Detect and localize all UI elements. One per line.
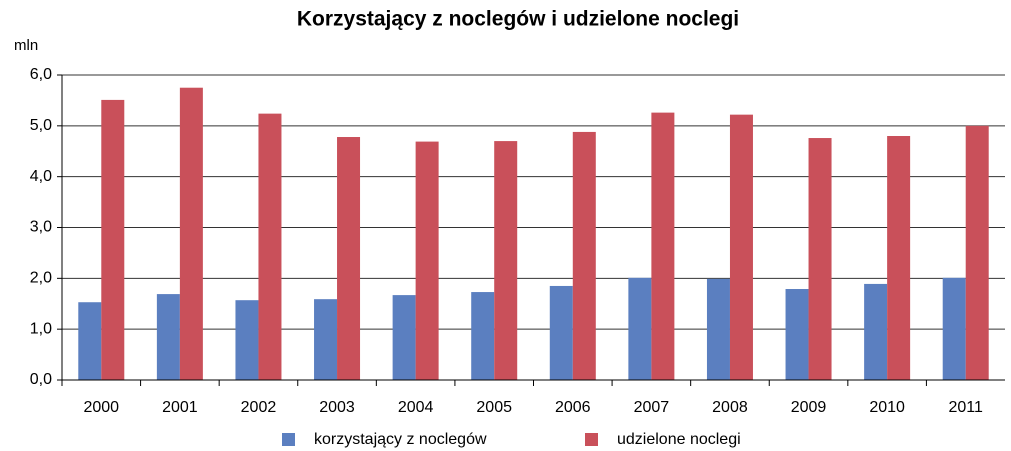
legend-swatch xyxy=(282,433,295,446)
bar xyxy=(156,294,180,380)
y-tick-label: 3,0 xyxy=(30,219,52,236)
y-tick-label: 1,0 xyxy=(30,320,52,337)
bar xyxy=(729,114,753,381)
x-tick-label: 2005 xyxy=(476,399,512,416)
bar xyxy=(628,277,652,380)
y-tick-label: 5,0 xyxy=(30,117,52,134)
y-tick-label: 2,0 xyxy=(30,270,52,287)
bar xyxy=(314,299,338,380)
bar xyxy=(258,113,282,380)
bar xyxy=(179,87,203,380)
bar xyxy=(965,125,989,380)
bar xyxy=(864,283,888,380)
bar xyxy=(494,141,518,380)
y-unit: mln xyxy=(14,37,38,54)
x-tick-label: 2011 xyxy=(949,399,984,416)
x-tick-label: 2004 xyxy=(398,399,434,416)
bar xyxy=(549,285,573,380)
bar xyxy=(78,302,102,380)
x-tick-label: 2001 xyxy=(162,399,198,416)
bar xyxy=(471,292,495,380)
bar xyxy=(808,138,832,380)
bar xyxy=(887,136,911,380)
x-tick-label: 2007 xyxy=(634,399,670,416)
legend-label: korzystający z noclegów xyxy=(314,431,487,448)
bar xyxy=(572,131,596,380)
bar xyxy=(706,278,730,380)
x-tick-label: 2010 xyxy=(869,399,905,416)
chart-title: Korzystający z noclegów i udzielone nocl… xyxy=(297,8,739,31)
legend-label: udzielone noclegi xyxy=(617,431,741,448)
x-tick-label: 2006 xyxy=(555,399,591,416)
bar xyxy=(101,99,125,381)
bar xyxy=(337,137,361,380)
y-tick-label: 6,0 xyxy=(30,66,52,83)
bar xyxy=(392,295,416,380)
x-tick-label: 2000 xyxy=(83,399,119,416)
x-tick-label: 2008 xyxy=(712,399,748,416)
legend-swatch xyxy=(585,433,598,446)
x-tick-label: 2009 xyxy=(791,399,827,416)
bar xyxy=(415,141,439,380)
y-tick-label: 0,0 xyxy=(30,371,52,388)
x-tick-label: 2003 xyxy=(319,399,355,416)
bar xyxy=(942,277,966,380)
x-tick-label: 2002 xyxy=(241,399,277,416)
bar xyxy=(651,112,675,380)
bar xyxy=(235,300,259,380)
y-tick-label: 4,0 xyxy=(30,168,52,185)
bar xyxy=(785,289,809,380)
